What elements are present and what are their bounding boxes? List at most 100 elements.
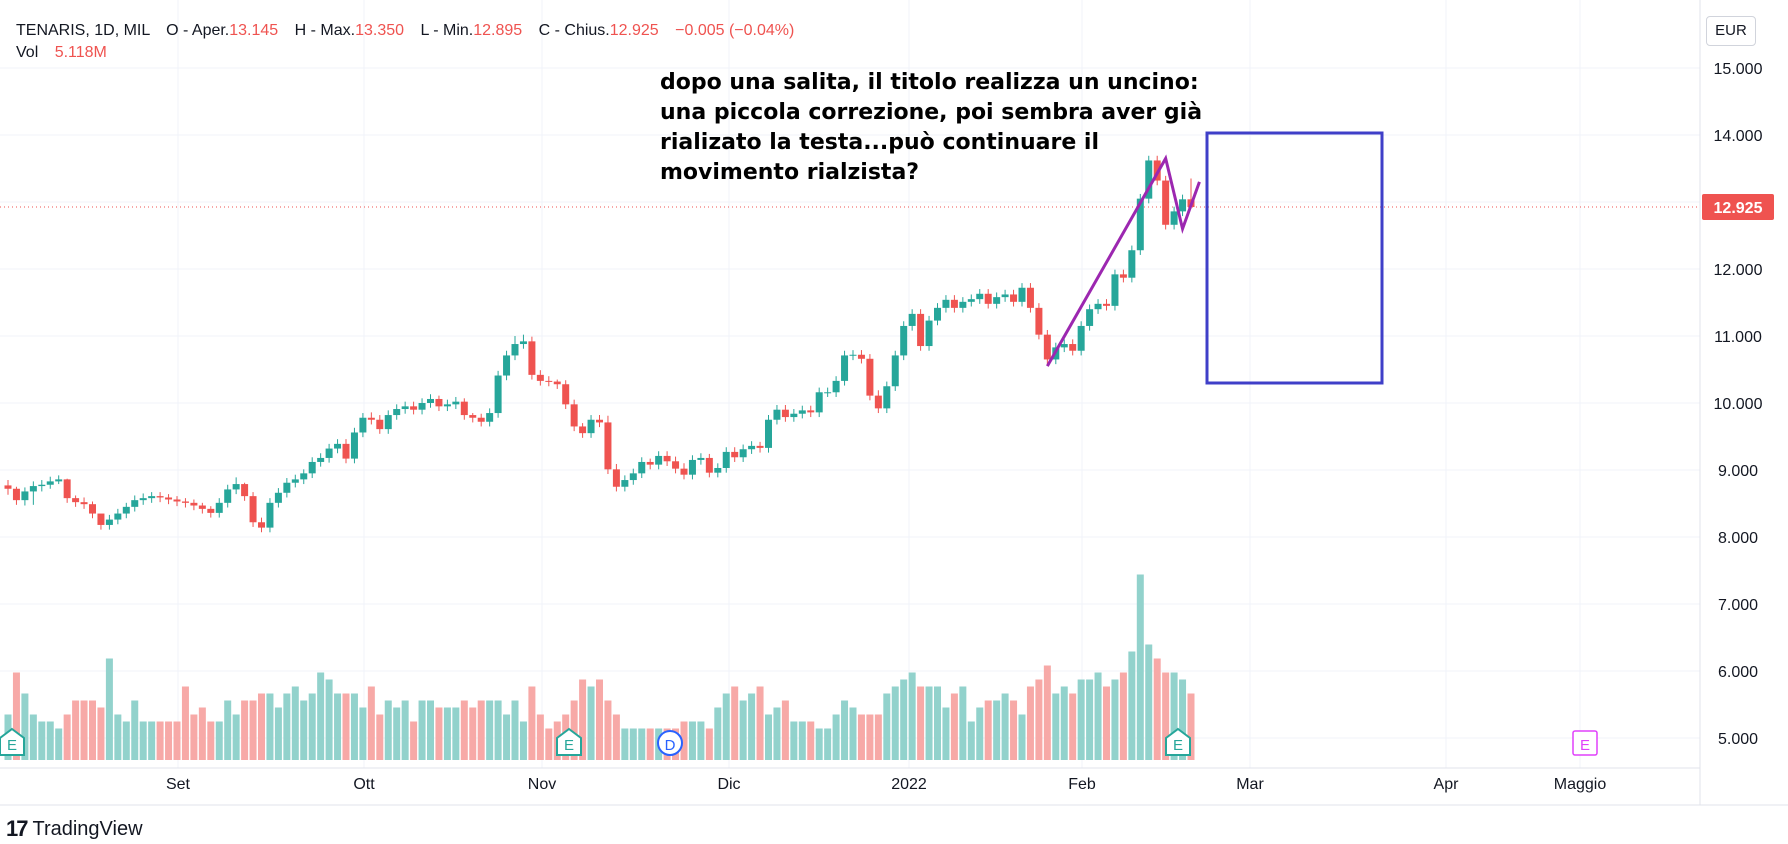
candle-body [342,443,350,459]
volume-bar [1187,693,1195,760]
volume-bar [477,700,485,760]
volume-bar [46,721,54,760]
volume-bar [181,686,189,760]
candle-body [207,508,215,513]
candle-body [1026,287,1034,308]
volume-bar [1103,686,1110,760]
candle-body [621,480,629,487]
candle-body [359,417,367,433]
volume-bar [55,728,63,760]
candle-body [317,457,325,462]
candle-body [1069,344,1077,351]
tradingview-logo[interactable]: 17 TradingView [6,816,143,842]
volume-bar [773,707,781,760]
tradingview-logo-icon: 17 [6,816,29,841]
candle-body [917,313,925,347]
volume-bar [731,686,739,760]
candle-body [1001,294,1009,298]
candle-body [570,404,578,427]
volume-bar [1026,686,1034,760]
volume-bar [232,714,240,760]
earnings-marker-icon[interactable] [556,727,582,756]
candle-body [367,417,375,420]
volume-bar [156,721,164,760]
candle-body [55,479,63,482]
volume-bar [824,728,832,760]
candle-body [131,500,139,507]
candle-body [241,484,249,497]
candle-body [190,502,198,506]
candle-body [29,486,37,492]
candle-body [486,413,494,422]
dividend-marker-icon[interactable] [657,730,683,756]
candle-body [849,354,857,356]
volume-bar [241,700,249,760]
earnings-marker-icon[interactable] [1572,730,1598,756]
close-value: 12.925 [609,22,659,39]
time-axis: Set Ott Nov Dic 2022 Feb Mar Apr Maggio [166,776,1606,793]
volume-bar [596,679,603,760]
earnings-marker-icon[interactable] [0,727,25,756]
candle-body [460,401,468,416]
candle-body [967,299,975,302]
candle-body [1136,198,1144,251]
volume-bar [866,714,874,760]
candle-body [993,297,1001,304]
volume-bar [638,728,646,760]
volume-bar [1128,651,1136,760]
candle-body [900,325,908,356]
volume-bar [283,693,291,760]
volume-bar [1043,665,1051,760]
candle-body [841,355,849,381]
candle-body [1111,274,1119,306]
candle-body [579,426,587,434]
currency-button[interactable]: EUR [1706,16,1756,46]
volume-bar [469,707,477,760]
candle-body [612,469,620,487]
candle-body [97,513,105,525]
x-tick-label: Nov [528,776,556,793]
volume-bar [756,686,764,760]
volume-bar [519,721,527,760]
volume-bar [215,721,223,760]
candle-body [1077,325,1085,351]
price-axis: 5.000 6.000 7.000 8.000 9.000 10.000 11.000 12.… [1714,61,1763,748]
candlestick-series [4,155,1195,533]
candle-body [63,479,71,499]
candle-body [976,293,984,300]
volume-bar [21,693,29,760]
highlight-box [1205,131,1384,385]
candle-body [266,502,274,528]
candle-body [198,505,206,509]
candle-body [1010,294,1018,302]
y-tick-label: 5.000 [1718,731,1758,748]
candle-body [1145,160,1153,199]
symbol-label[interactable]: TENARIS, 1D, MIL [16,22,150,39]
volume-bar [114,714,122,760]
volume-bar [815,728,823,760]
volume-bar [1010,700,1018,760]
volume-bar [376,714,384,760]
candle-body [469,415,477,418]
volume-bar [579,679,587,760]
candle-body [283,482,291,493]
volume-value: 5.118M [54,44,107,61]
candle-body [596,419,603,423]
candle-body [72,498,80,503]
y-tick-label: 11.000 [1714,329,1762,346]
low-label: L - Min. [420,22,474,39]
candle-body [215,502,223,513]
volume-bar [139,721,147,760]
volume-bar [1086,679,1094,760]
volume-bar [274,707,282,760]
candle-body [748,445,756,450]
candle-body [680,468,688,475]
ohlc-legend: TENARIS, 1D, MIL O - Aper.13.145 H - Max… [16,20,794,64]
volume-bar [393,707,401,760]
candle-body [376,419,384,430]
candle-body [325,448,333,458]
earnings-marker-icon[interactable] [1165,727,1191,756]
volume-bar [1077,679,1085,760]
candle-body [1128,250,1136,278]
